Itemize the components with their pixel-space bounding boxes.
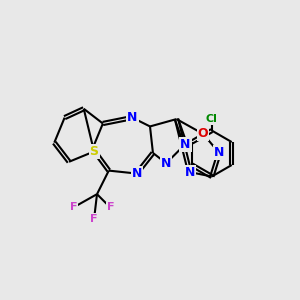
Text: O: O [198,127,208,140]
Text: S: S [90,145,99,158]
Text: N: N [180,138,190,151]
Text: F: F [70,202,77,212]
Text: N: N [127,111,137,124]
Text: N: N [184,166,195,178]
Text: N: N [214,146,224,159]
Text: Cl: Cl [206,114,218,124]
Text: F: F [90,214,98,224]
Text: N: N [132,167,142,180]
Text: F: F [106,202,114,212]
Text: N: N [161,157,171,170]
